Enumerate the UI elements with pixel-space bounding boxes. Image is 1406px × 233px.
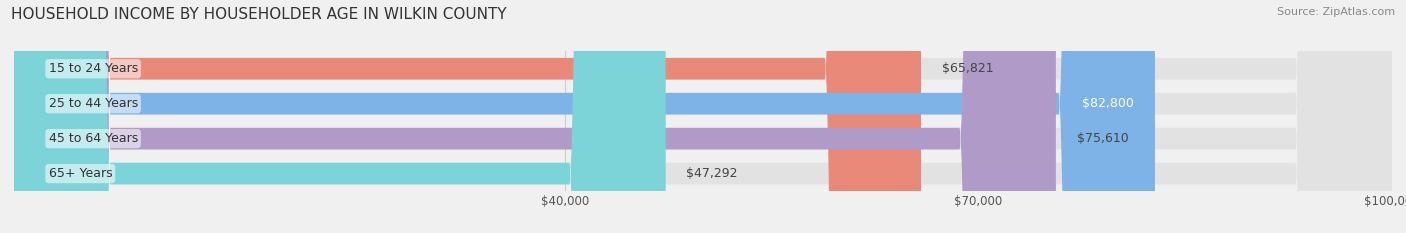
FancyBboxPatch shape — [14, 0, 1392, 233]
FancyBboxPatch shape — [14, 0, 1056, 233]
FancyBboxPatch shape — [14, 0, 1392, 233]
FancyBboxPatch shape — [14, 0, 1392, 233]
Text: 15 to 24 Years: 15 to 24 Years — [48, 62, 138, 75]
Text: $47,292: $47,292 — [686, 167, 738, 180]
Text: Source: ZipAtlas.com: Source: ZipAtlas.com — [1277, 7, 1395, 17]
Text: 65+ Years: 65+ Years — [48, 167, 112, 180]
Text: 45 to 64 Years: 45 to 64 Years — [48, 132, 138, 145]
Text: $65,821: $65,821 — [942, 62, 993, 75]
FancyBboxPatch shape — [14, 0, 1154, 233]
Text: $75,610: $75,610 — [1077, 132, 1128, 145]
Text: 25 to 44 Years: 25 to 44 Years — [48, 97, 138, 110]
Text: $82,800: $82,800 — [1083, 97, 1135, 110]
FancyBboxPatch shape — [14, 0, 1392, 233]
FancyBboxPatch shape — [14, 0, 921, 233]
FancyBboxPatch shape — [14, 0, 665, 233]
Text: HOUSEHOLD INCOME BY HOUSEHOLDER AGE IN WILKIN COUNTY: HOUSEHOLD INCOME BY HOUSEHOLDER AGE IN W… — [11, 7, 508, 22]
